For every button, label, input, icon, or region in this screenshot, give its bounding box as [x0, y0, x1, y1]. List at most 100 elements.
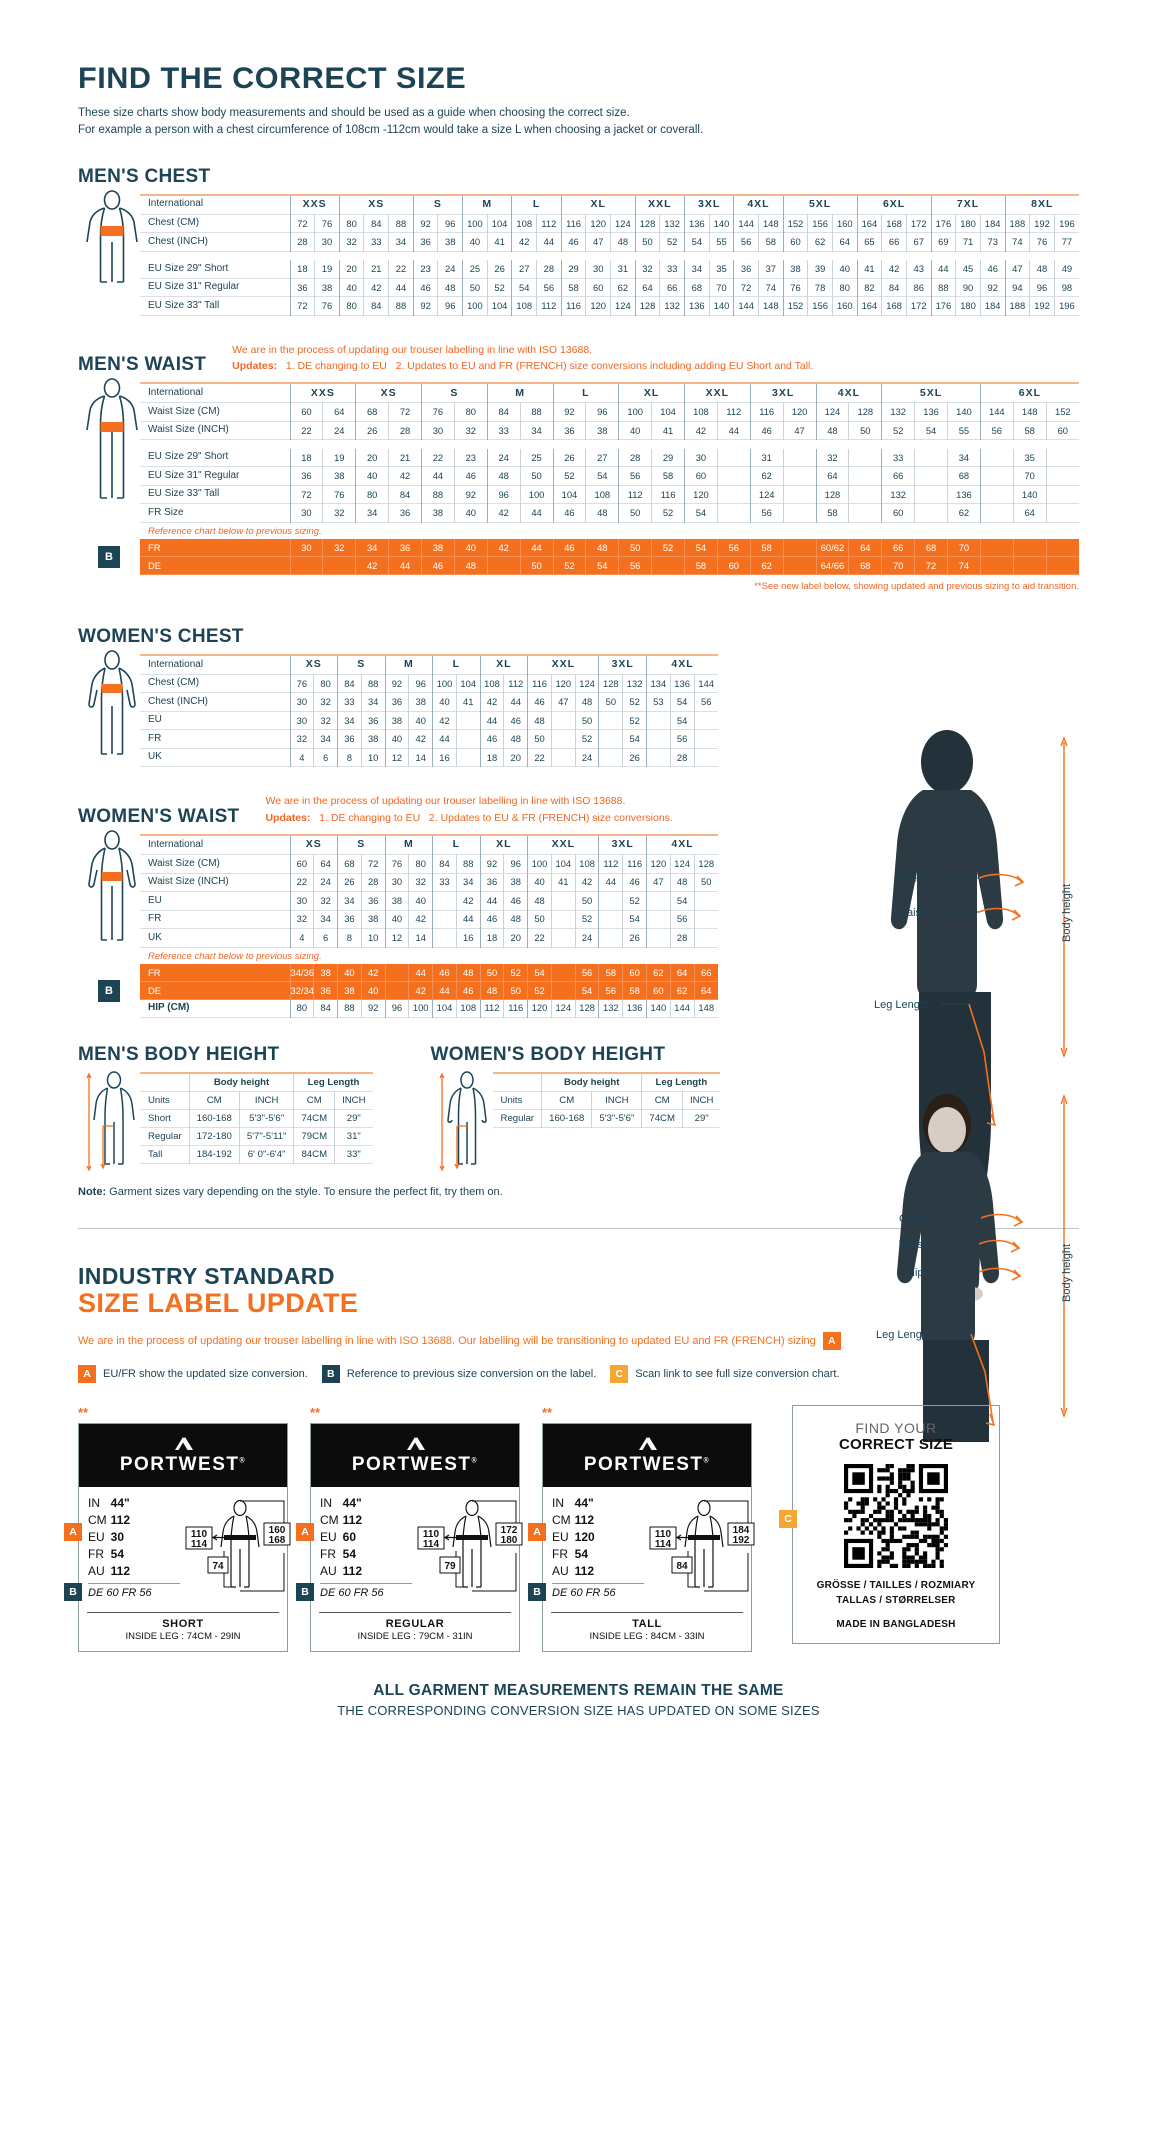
spec-value: 44"	[574, 1496, 594, 1511]
cell: 4	[289, 748, 314, 767]
row-label: EU	[148, 894, 162, 906]
cell: 46	[503, 891, 528, 911]
cell: 52	[659, 232, 685, 252]
cell	[782, 538, 816, 557]
label-card-tall: ** PORTWEST® IN 44" CM 112 EU 120 FR 54 AU 112 DE 60…	[528, 1405, 755, 1653]
cell: 29	[651, 448, 685, 467]
cell: 48	[585, 503, 619, 523]
cell	[432, 928, 457, 948]
cell: 69	[930, 232, 956, 252]
cell	[598, 711, 623, 730]
col-header-m: M	[462, 194, 512, 215]
cell: 40	[384, 729, 409, 749]
cell: 19	[322, 448, 356, 467]
cell: 10	[360, 928, 386, 948]
cell: 56	[618, 556, 652, 575]
cell: 116	[560, 296, 586, 316]
cell: 52	[651, 538, 685, 557]
leg-length-value: 74	[212, 1561, 224, 1572]
female-torso-figure	[78, 649, 140, 768]
male-waist-figure	[78, 378, 140, 523]
row-label: Chest (CM)	[148, 217, 200, 229]
cell: 46	[453, 466, 488, 486]
cell: 160	[831, 296, 858, 316]
cell: 120	[585, 214, 611, 233]
spec-row: CM 112	[320, 1512, 366, 1529]
cell: 116	[503, 999, 528, 1018]
cell	[716, 485, 751, 504]
cell: 32	[408, 873, 433, 892]
mens-chest-table-wrap: International XXS XS S M L XL XXL 3XL 4XL 5XL 6XL 7X…	[78, 189, 1079, 316]
spec-unit: FR	[320, 1547, 336, 1562]
spec-row: AU 112	[552, 1563, 599, 1580]
spec-row: AU 112	[88, 1563, 134, 1580]
cell	[979, 485, 1014, 504]
iso-statement: We are in the process of updating our tr…	[78, 1332, 1079, 1351]
cell: 30	[289, 692, 314, 712]
cell: 80	[338, 214, 364, 233]
qr-languages-1: GRÖSSE / TAILLES / ROZMIARY	[816, 1580, 976, 1592]
cell: 64	[322, 402, 356, 422]
cell	[693, 729, 718, 749]
cell: 28	[289, 232, 315, 252]
cell: 120	[550, 674, 576, 693]
cell: 41	[856, 260, 882, 279]
spec-row: FR 54	[320, 1546, 366, 1563]
cell	[651, 556, 685, 575]
cell: 180	[955, 296, 981, 316]
table-row: EU Size 29" Short 18 19 20 21 22 23 24 25 26 27 28 2…	[140, 448, 1079, 467]
cell: 50	[574, 891, 599, 911]
cell	[1012, 556, 1047, 575]
cell: 22	[527, 748, 552, 767]
cell: 5'3"-5'6"	[591, 1109, 642, 1128]
legend-key-b: B Reference to previous size conversion o…	[321, 1365, 596, 1384]
cell: 42	[684, 421, 718, 440]
cell: 54	[684, 538, 718, 557]
cell: 88	[388, 296, 414, 316]
cell	[384, 963, 409, 982]
intro-text: These size charts show body measurements…	[78, 105, 1079, 140]
qr-code-icon[interactable]	[844, 1464, 948, 1569]
fit-name: TALL	[632, 1618, 662, 1631]
cell: 44	[536, 232, 562, 252]
cell: 132	[659, 296, 685, 316]
cell: 38	[322, 466, 356, 486]
cell: 46	[432, 963, 457, 982]
col-header-s: S	[337, 654, 386, 675]
cell: 46	[412, 278, 438, 297]
cell: 48	[453, 556, 488, 575]
cell: 140	[708, 214, 734, 233]
col-header-4xl: 4XL	[815, 383, 882, 403]
table-row: Chest (CM) 76 80 84 88 92 96 100 104 108 112 116 120…	[140, 674, 718, 693]
cell: 30	[585, 260, 611, 279]
cell: 60	[782, 232, 808, 252]
cell: 44	[408, 963, 433, 982]
cell	[598, 910, 623, 929]
cell: 39	[807, 260, 833, 279]
cell: 78	[807, 278, 833, 297]
cell: 33	[337, 692, 362, 712]
cell	[645, 729, 671, 749]
garment-label: PORTWEST® IN 44" CM 112 EU 30 FR 54 AU 112 DE 60 FR…	[78, 1423, 291, 1653]
registered-mark: ®	[471, 1457, 479, 1465]
cell: 112	[536, 296, 562, 316]
legend-key-c: C Scan link to see full size conversion c…	[610, 1365, 840, 1384]
cell: 128	[815, 485, 849, 504]
womens-chest-title: WOMEN'S CHEST	[78, 625, 244, 647]
asterisk-marker: **	[310, 1405, 321, 1421]
spec-row: FR 54	[552, 1546, 599, 1563]
cell: 54	[527, 963, 552, 982]
row-label: HIP (CM)	[148, 1002, 190, 1014]
cell	[693, 891, 718, 911]
cell: 104	[432, 999, 457, 1018]
cell: 134	[645, 674, 671, 693]
cell: 38	[313, 963, 338, 982]
cell: 32/34	[289, 981, 314, 1000]
mannequin-panel: Chest Waist Leg Length Body height	[779, 722, 1079, 1651]
row-label: Short	[148, 1113, 171, 1125]
cell: 52	[503, 963, 528, 982]
cell: 168	[881, 214, 907, 233]
cell	[289, 556, 323, 575]
cell: 128	[574, 999, 599, 1018]
spec-unit: EU	[88, 1530, 105, 1545]
